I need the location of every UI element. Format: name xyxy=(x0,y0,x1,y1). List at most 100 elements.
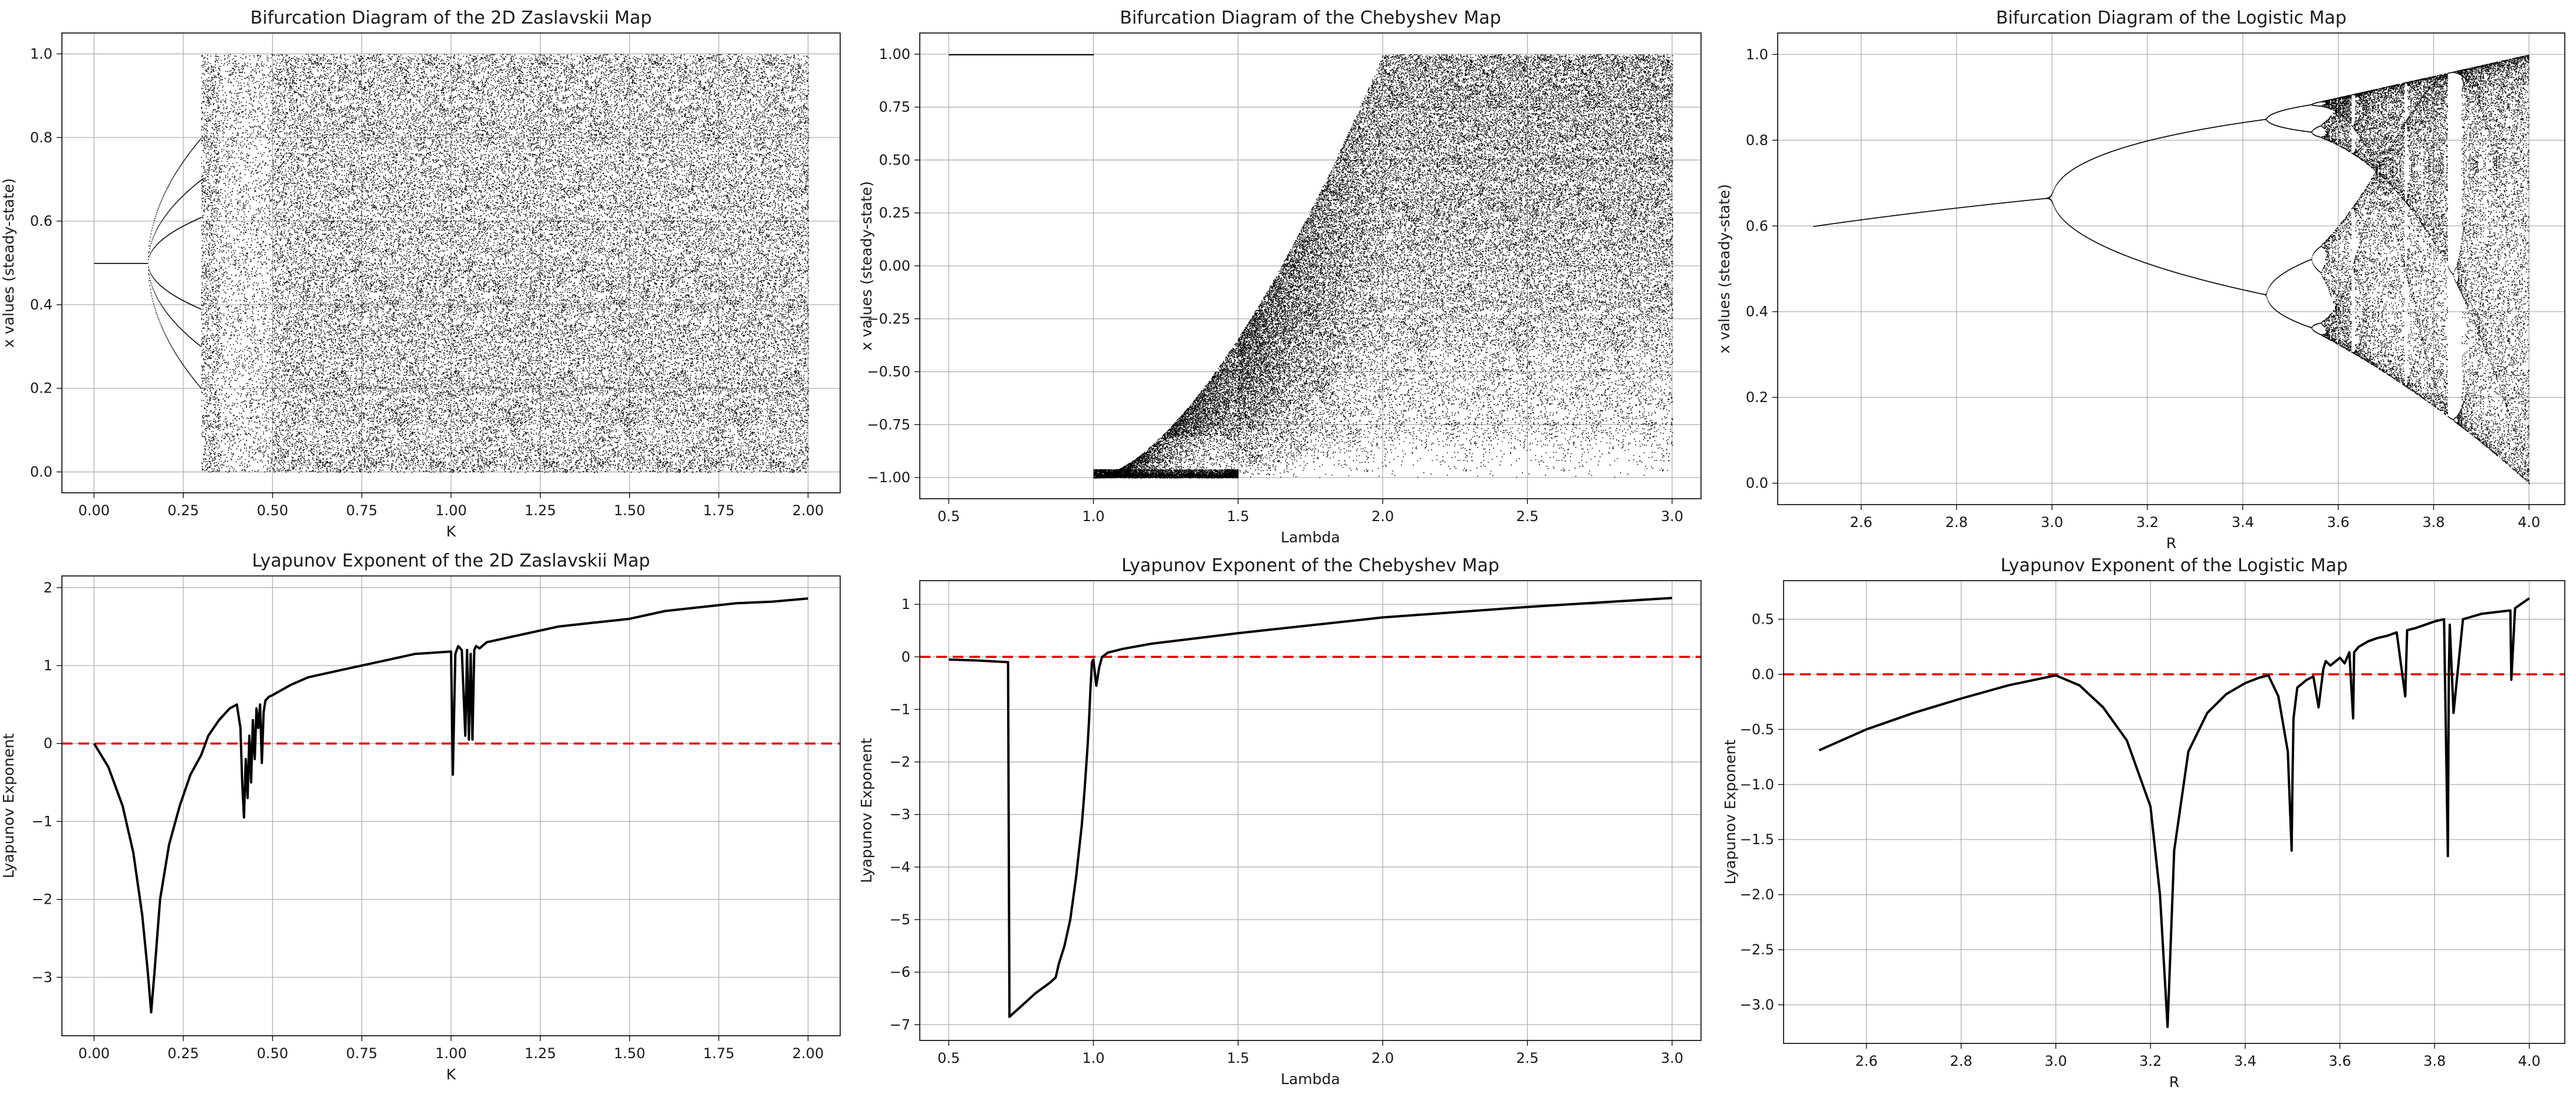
chart-4-xtick-label-0: 0.5 xyxy=(937,1050,960,1066)
chart-1-xlabel: Lambda xyxy=(1281,529,1340,546)
chart-4-ytick-label-1: −6 xyxy=(890,964,910,980)
chart-1-title: Bifurcation Diagram of the Chebyshev Map xyxy=(1120,8,1501,28)
chart-1-xtick-label-3: 2.0 xyxy=(1371,508,1394,525)
chart-5-ytick-label-7: 0.5 xyxy=(1752,611,1774,627)
chart-3-xtick-label-1: 0.25 xyxy=(167,1045,199,1062)
chart-2-axes-frame xyxy=(1777,32,2565,505)
chart-0-xtick-label-6: 1.50 xyxy=(614,502,645,519)
chart-0-ytick-label-2: 0.4 xyxy=(30,297,52,313)
chart-5-xtick-label-6: 3.8 xyxy=(2423,1053,2446,1069)
chart-5-xtick-label-2: 3.0 xyxy=(2045,1053,2067,1069)
chart-1-ylabel: x values (steady-state) xyxy=(858,181,875,351)
chart-5-title: Lyapunov Exponent of the Logistic Map xyxy=(2001,555,2348,576)
chart-1-scatter-points xyxy=(949,54,1673,479)
chart-1-ytick-label-7: 0.75 xyxy=(879,99,910,116)
chart-4-title: Lyapunov Exponent of the Chebyshev Map xyxy=(1121,555,1499,576)
chart-5-ytick-label-0: −3.0 xyxy=(1740,997,1774,1013)
chart-4-ytick-label-5: −2 xyxy=(890,754,910,770)
chart-4-xtick-label-5: 3.0 xyxy=(1661,1050,1683,1066)
chart-5-ytick-label-6: 0.0 xyxy=(1752,666,1774,683)
chart-1-ytick-label-2: −0.50 xyxy=(867,364,910,380)
chart-2-ytick-label-2: 0.4 xyxy=(1746,304,1768,320)
chart-4-xtick-label-4: 2.5 xyxy=(1516,1050,1538,1066)
chart-0-xtick-label-2: 0.50 xyxy=(257,502,288,519)
chart-3-xtick-label-8: 2.00 xyxy=(792,1045,824,1062)
chart-4-xtick-label-2: 1.5 xyxy=(1227,1050,1249,1066)
chart-0-xtick-label-4: 1.00 xyxy=(435,502,466,519)
chart-3-ytick-label-3: 0 xyxy=(44,735,52,752)
chart-2-xtick-label-1: 2.8 xyxy=(1945,514,1968,531)
chart-0-xtick-label-7: 1.75 xyxy=(703,502,734,519)
chart-2-ytick-label-0: 0.0 xyxy=(1746,475,1768,492)
chart-5-xtick-label-1: 2.8 xyxy=(1950,1053,1972,1069)
chart-2-ytick-label-4: 0.8 xyxy=(1746,132,1768,149)
chart-5-xtick-label-0: 2.6 xyxy=(1855,1053,1877,1069)
chart-5-ytick-label-3: −1.5 xyxy=(1740,831,1774,848)
chart-2-xlabel: R xyxy=(2166,535,2176,552)
chart-2-ylabel: x values (steady-state) xyxy=(1716,184,1733,354)
chart-4-ytick-label-7: 0 xyxy=(902,648,910,665)
chart-1-xtick-label-0: 0.5 xyxy=(937,508,960,525)
chart-2-xtick-label-3: 3.2 xyxy=(2136,514,2159,531)
chart-0-xtick-label-5: 1.25 xyxy=(525,502,556,519)
chart-0-xlabel: K xyxy=(446,523,456,540)
chart-3-series-lyapunov xyxy=(93,597,808,1014)
chebyshev-lyapunov-panel: 0.5 1.0 1.5 2.0 2.5 3.0 −7 −6 −5 −4 −3 −2 −1 0 1 Lyapun… xyxy=(858,555,1702,1088)
chart-4-ylabel: Lyapunov Exponent xyxy=(858,738,875,883)
chart-4-ytick-label-2: −5 xyxy=(890,911,910,928)
chart-2-xtick-label-6: 3.8 xyxy=(2422,514,2445,531)
chart-0-ylabel: x values (steady-state) xyxy=(0,178,17,348)
chart-3-ytick-label-4: 1 xyxy=(44,657,52,674)
chart-5-ytick-label-2: −2.0 xyxy=(1740,887,1774,903)
chart-3-ytick-label-5: 2 xyxy=(44,579,52,596)
chart-1-ytick-label-4: 0.00 xyxy=(879,258,910,274)
chart-1-ytick-label-1: −0.75 xyxy=(867,416,910,433)
chart-2-xtick-label-0: 2.6 xyxy=(1850,514,1873,531)
chart-3-xlabel: K xyxy=(446,1066,456,1083)
chart-0-xtick-label-0: 0.00 xyxy=(78,502,110,519)
chart-3-title: Lyapunov Exponent of the 2D Zaslavskii M… xyxy=(252,551,650,571)
chart-4-xtick-label-3: 2.0 xyxy=(1371,1050,1394,1066)
chart-0-ytick-label-5: 1.0 xyxy=(30,45,52,62)
chart-4-ytick-label-8: 1 xyxy=(902,596,910,612)
logistic-bifurcation-panel: 2.6 2.8 3.0 3.2 3.4 3.6 3.8 4.0 0.0 0.2 0.4 0.6 0.8 1… xyxy=(1716,8,2565,552)
chart-1-ytick-label-6: 0.50 xyxy=(879,152,910,168)
chart-3-xtick-label-5: 1.25 xyxy=(525,1045,556,1062)
chart-4-ytick-label-0: −7 xyxy=(890,1016,910,1033)
chart-4-ytick-label-3: −4 xyxy=(890,859,910,875)
chart-0-ytick-label-3: 0.6 xyxy=(30,213,52,229)
chart-4-axes-frame xyxy=(919,580,1702,1041)
chart-1-ytick-label-3: −0.25 xyxy=(867,311,910,327)
chart-5-ylabel: Lyapunov Exponent xyxy=(1722,739,1739,884)
chart-2-xtick-label-2: 3.0 xyxy=(2041,514,2063,531)
chart-2-title: Bifurcation Diagram of the Logistic Map xyxy=(1996,8,2347,28)
zaslavskii-lyapunov-panel: 0.00 0.25 0.50 0.75 1.00 1.25 1.50 1.75 2.00 −3 −2… xyxy=(0,551,841,1083)
chart-5-xtick-label-4: 3.4 xyxy=(2234,1053,2256,1069)
chart-5-xtick-label-7: 4.0 xyxy=(2518,1053,2541,1069)
chart-5-xtick-label-5: 3.6 xyxy=(2328,1053,2351,1069)
chart-0-xtick-label-8: 2.00 xyxy=(792,502,824,519)
chart-3-xtick-label-3: 0.75 xyxy=(346,1045,377,1062)
chart-2-ytick-label-3: 0.6 xyxy=(1746,218,1768,234)
chart-1-ytick-label-0: −1.00 xyxy=(867,469,910,486)
chart-5-xlabel: R xyxy=(2169,1073,2179,1091)
chart-0-ytick-label-4: 0.8 xyxy=(30,129,52,146)
chebyshev-bifurcation-panel: 0.5 1.0 1.5 2.0 2.5 3.0 −1.00 −0.75 −0.50 −0.25 0.… xyxy=(858,8,1702,546)
chart-3-xtick-label-7: 1.75 xyxy=(703,1045,734,1062)
chart-3-ytick-label-2: −1 xyxy=(32,813,52,829)
chart-5-xtick-label-3: 3.2 xyxy=(2139,1053,2162,1069)
chart-5-ytick-label-4: −1.0 xyxy=(1740,776,1774,793)
chart-5-ytick-label-1: −2.5 xyxy=(1740,941,1774,958)
chart-0-ytick-label-0: 0.0 xyxy=(30,464,52,480)
chart-2-xtick-label-4: 3.4 xyxy=(2232,514,2254,531)
chart-1-xtick-label-5: 3.0 xyxy=(1661,508,1683,525)
chart-4-xlabel: Lambda xyxy=(1281,1071,1340,1088)
chart-4-ytick-label-6: −1 xyxy=(890,701,910,717)
chart-3-ytick-label-0: −3 xyxy=(32,969,52,986)
chart-1-xtick-label-4: 2.5 xyxy=(1516,508,1538,525)
chart-4-series-lyapunov xyxy=(949,597,1673,1018)
chart-3-xtick-label-0: 0.00 xyxy=(78,1045,110,1062)
chart-1-xtick-label-2: 1.5 xyxy=(1227,508,1249,525)
chart-0-scatter-points xyxy=(94,54,810,473)
